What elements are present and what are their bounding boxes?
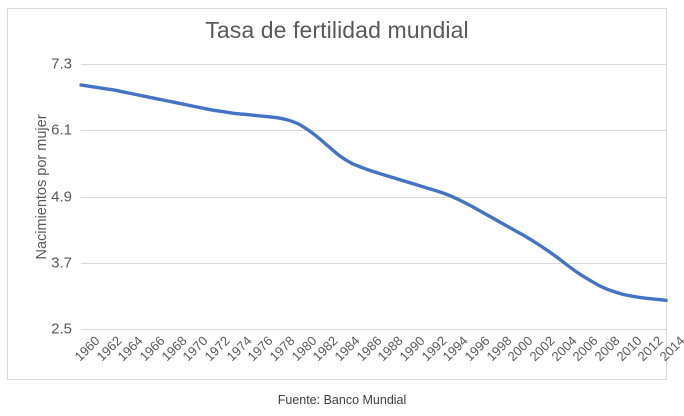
gridline: [81, 329, 666, 330]
source-note: Fuente: Banco Mundial: [277, 393, 407, 407]
y-axis-tick-label: 4.9: [51, 188, 72, 205]
y-axis-title: Nacimientos por mujer: [34, 114, 50, 260]
chart-container: Tasa de fertilidad mundial Nacimientos p…: [7, 8, 684, 380]
gridline: [81, 262, 666, 264]
gridline: [81, 130, 666, 132]
y-axis-tick-label: 7.3: [51, 55, 72, 73]
gridline: [81, 196, 666, 198]
y-axis-tick-label: 2.5: [51, 320, 72, 338]
plot-area: 2.5 3.7 4.9 6.1 7.3: [51, 56, 668, 338]
y-axis-tick-label: 3.7: [51, 254, 72, 272]
y-axis-tick-label: 6.1: [51, 121, 72, 139]
chart-title: Tasa de fertilidad mundial: [205, 17, 469, 43]
data-series-line: [79, 83, 668, 302]
gridline: [81, 64, 666, 65]
x-axis-labels: 1960 1962 1964 1966 1968 1970 1972 1974 1976 1978…: [72, 331, 684, 389]
